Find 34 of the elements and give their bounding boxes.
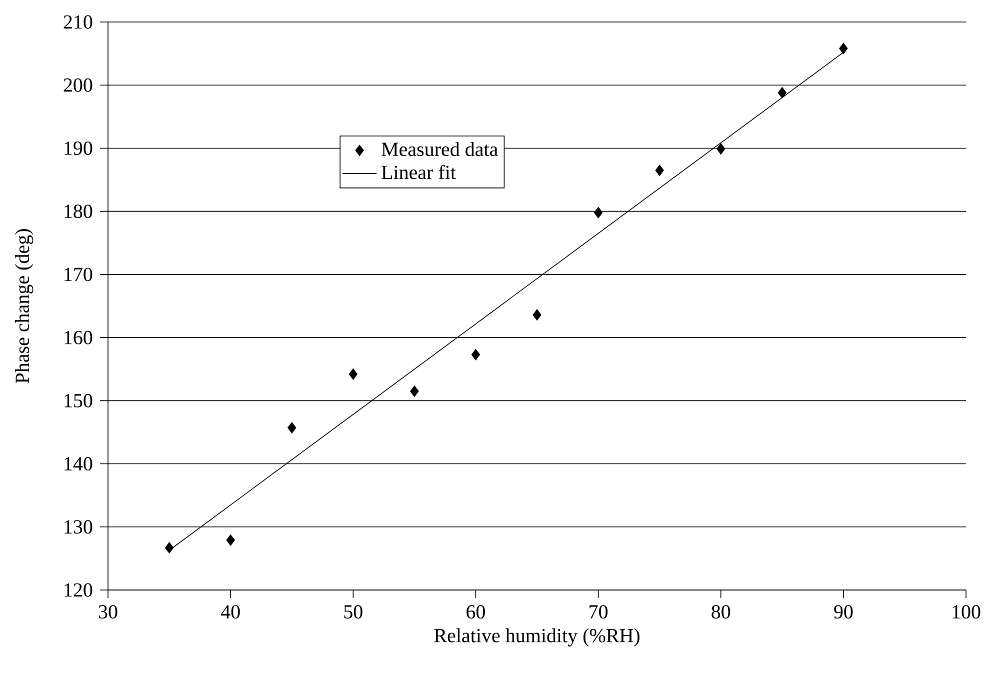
x-axis-title: Relative humidity (%RH) bbox=[434, 628, 640, 646]
y-tick-label: 130 bbox=[64, 520, 92, 534]
legend-label: Measured data bbox=[382, 142, 498, 156]
legend-label: Linear fit bbox=[382, 164, 456, 180]
point bbox=[164, 542, 174, 554]
x-tick-label: 70 bbox=[590, 605, 608, 619]
x-tick-label: 90 bbox=[834, 605, 853, 619]
y-tick-label: 140 bbox=[64, 457, 92, 471]
y-tick-label: 200 bbox=[64, 78, 92, 92]
x-tick-label: 40 bbox=[220, 605, 240, 619]
point bbox=[716, 143, 726, 154]
point bbox=[532, 309, 542, 320]
y-tick-label: 150 bbox=[64, 394, 92, 408]
y-axis-title: Phase change (deg) bbox=[14, 229, 34, 384]
point bbox=[348, 368, 358, 380]
y-tick-label: 170 bbox=[64, 268, 92, 282]
point bbox=[226, 534, 235, 546]
point bbox=[594, 207, 603, 218]
x-tick-label: 50 bbox=[344, 605, 362, 619]
point bbox=[288, 422, 296, 434]
point bbox=[655, 164, 664, 176]
y-tick-label: 180 bbox=[64, 204, 92, 218]
point bbox=[839, 42, 848, 54]
point bbox=[778, 87, 786, 98]
x-tick-label: 60 bbox=[466, 605, 485, 619]
x-tick-label: 100 bbox=[952, 605, 980, 619]
y-tick-label: 160 bbox=[64, 330, 92, 344]
y-tick-label: 210 bbox=[64, 15, 92, 29]
point bbox=[410, 386, 419, 397]
x-tick-label: 80 bbox=[712, 605, 730, 619]
point bbox=[471, 349, 480, 360]
y-tick-label: 120 bbox=[64, 583, 92, 597]
x-tick-label: 30 bbox=[98, 605, 118, 619]
y-tick-label: 190 bbox=[64, 141, 92, 155]
